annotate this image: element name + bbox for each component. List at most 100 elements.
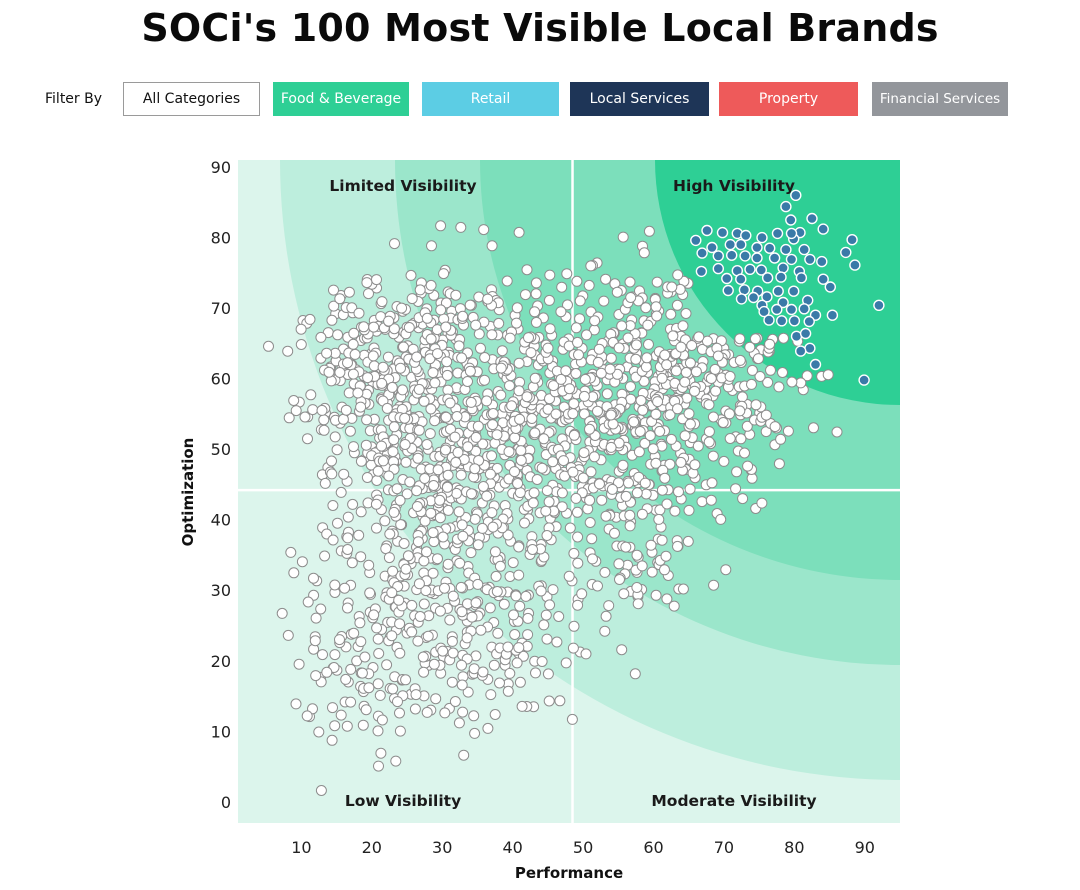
brand-point[interactable]	[512, 478, 524, 489]
brand-point[interactable]	[544, 599, 556, 611]
brand-point[interactable]	[808, 422, 819, 434]
brand-point[interactable]	[461, 632, 473, 644]
brand-point[interactable]	[409, 703, 421, 715]
brand-point[interactable]	[801, 370, 813, 382]
brand-point[interactable]	[609, 527, 620, 539]
brand-point[interactable]	[442, 469, 454, 481]
brand-point[interactable]	[599, 566, 611, 578]
brand-point[interactable]	[777, 367, 788, 378]
brand-point[interactable]	[517, 650, 529, 662]
brand-point[interactable]	[645, 539, 657, 551]
brand-point[interactable]	[567, 642, 579, 654]
top-brand-point[interactable]	[785, 253, 798, 266]
brand-point[interactable]	[542, 668, 554, 680]
brand-point[interactable]	[389, 238, 400, 250]
brand-point[interactable]	[489, 709, 501, 720]
top-brand-point[interactable]	[764, 242, 776, 254]
brand-point[interactable]	[288, 567, 300, 579]
brand-point[interactable]	[462, 441, 474, 453]
brand-point[interactable]	[337, 413, 349, 425]
brand-point[interactable]	[462, 376, 473, 387]
brand-point[interactable]	[394, 618, 406, 630]
brand-point[interactable]	[338, 468, 350, 480]
brand-point[interactable]	[263, 340, 274, 352]
top-brand-point[interactable]	[873, 299, 885, 311]
brand-point[interactable]	[348, 327, 360, 339]
brand-point[interactable]	[318, 424, 330, 436]
brand-point[interactable]	[403, 322, 415, 333]
brand-point[interactable]	[334, 367, 346, 378]
brand-point[interactable]	[302, 596, 314, 608]
brand-point[interactable]	[355, 506, 367, 518]
brand-point[interactable]	[363, 682, 375, 694]
brand-point[interactable]	[620, 541, 632, 553]
brand-point[interactable]	[600, 273, 612, 285]
brand-point[interactable]	[387, 446, 399, 458]
brand-point[interactable]	[377, 361, 389, 373]
brand-point[interactable]	[600, 510, 612, 522]
brand-point[interactable]	[516, 700, 528, 712]
brand-point[interactable]	[570, 322, 582, 334]
brand-point[interactable]	[607, 418, 619, 430]
brand-point[interactable]	[495, 389, 507, 401]
brand-point[interactable]	[484, 468, 496, 480]
brand-point[interactable]	[422, 630, 434, 642]
brand-point[interactable]	[580, 648, 592, 660]
brand-point[interactable]	[675, 456, 687, 468]
brand-point[interactable]	[579, 373, 591, 385]
brand-point[interactable]	[305, 389, 317, 401]
brand-point[interactable]	[421, 706, 433, 718]
brand-point[interactable]	[355, 401, 367, 413]
brand-point[interactable]	[411, 485, 423, 497]
brand-point[interactable]	[659, 349, 671, 361]
brand-point[interactable]	[578, 390, 590, 402]
brand-point[interactable]	[822, 369, 834, 381]
brand-point[interactable]	[372, 465, 384, 477]
brand-point[interactable]	[466, 488, 477, 500]
brand-point[interactable]	[470, 431, 482, 443]
brand-point[interactable]	[720, 564, 732, 576]
brand-point[interactable]	[599, 625, 611, 637]
top-brand-point[interactable]	[858, 374, 870, 386]
brand-point[interactable]	[362, 372, 374, 384]
brand-point[interactable]	[427, 567, 439, 579]
brand-point[interactable]	[583, 279, 595, 291]
brand-point[interactable]	[472, 420, 484, 432]
brand-point[interactable]	[570, 492, 582, 504]
brand-point[interactable]	[486, 450, 498, 462]
brand-point[interactable]	[644, 430, 656, 442]
top-brand-point[interactable]	[817, 273, 829, 285]
brand-point[interactable]	[679, 430, 691, 442]
brand-point[interactable]	[345, 696, 357, 708]
brand-point[interactable]	[329, 431, 341, 443]
brand-point[interactable]	[504, 380, 515, 392]
brand-point[interactable]	[318, 414, 330, 426]
brand-point[interactable]	[302, 433, 313, 445]
brand-point[interactable]	[682, 535, 694, 547]
brand-point[interactable]	[514, 600, 526, 612]
brand-point[interactable]	[475, 342, 486, 354]
brand-point[interactable]	[529, 427, 541, 439]
brand-point[interactable]	[606, 483, 618, 495]
brand-point[interactable]	[514, 676, 526, 688]
brand-point[interactable]	[382, 351, 394, 363]
brand-point[interactable]	[638, 247, 650, 259]
brand-point[interactable]	[317, 649, 328, 661]
brand-point[interactable]	[630, 353, 642, 365]
brand-point[interactable]	[578, 447, 590, 459]
brand-point[interactable]	[321, 347, 333, 359]
brand-point[interactable]	[469, 463, 481, 475]
brand-point[interactable]	[529, 372, 541, 384]
brand-point[interactable]	[491, 429, 503, 441]
brand-point[interactable]	[388, 506, 400, 518]
brand-point[interactable]	[631, 487, 643, 499]
brand-point[interactable]	[327, 534, 339, 546]
brand-point[interactable]	[760, 409, 772, 421]
brand-point[interactable]	[510, 590, 522, 602]
brand-point[interactable]	[650, 408, 662, 420]
brand-point[interactable]	[449, 431, 461, 443]
brand-point[interactable]	[426, 240, 437, 252]
brand-point[interactable]	[631, 549, 643, 561]
brand-point[interactable]	[383, 552, 395, 564]
brand-point[interactable]	[456, 606, 468, 618]
